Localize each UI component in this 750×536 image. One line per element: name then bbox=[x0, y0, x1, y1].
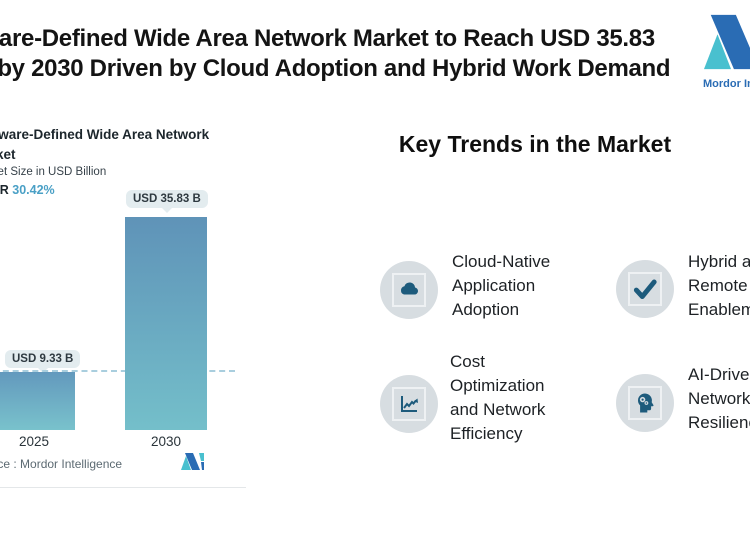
chart-source: Source : Mordor Intelligence bbox=[0, 457, 123, 471]
ai-head-icon bbox=[616, 374, 674, 432]
cagr-label: CAGR bbox=[0, 183, 9, 197]
chart-title: Software-Defined Wide Area Network Marke… bbox=[0, 127, 210, 162]
axis-label-2025: 2025 bbox=[18, 434, 50, 449]
cagr-value: 30.42% bbox=[12, 183, 55, 197]
brand-logo-caption: Mordor Intelligence bbox=[703, 78, 750, 90]
main-headline-line1: Software-Defined Wide Area Network Marke… bbox=[0, 25, 655, 52]
main-headline-line2: Billion by 2030 Driven by Cloud Adoption… bbox=[0, 55, 671, 82]
chart-subtitle: Market Size in USD Billion bbox=[0, 166, 107, 178]
mordor-logo-icon bbox=[703, 14, 750, 70]
trend-label-hybrid-remote: Hybrid and Remote Work Enablement bbox=[688, 252, 750, 319]
ai-head-glyph bbox=[638, 393, 654, 413]
key-trends-heading: Key Trends in the Market bbox=[398, 131, 672, 157]
trend-label-cost-optimization: Cost Optimization and Network Efficiency bbox=[450, 352, 546, 443]
trend-label-cloud-native: Cloud-Native Application Adoption bbox=[452, 252, 551, 319]
market-size-chart: Software-Defined Wide Area Network Marke… bbox=[0, 120, 277, 495]
line-chart-icon bbox=[380, 375, 438, 433]
cloud-glyph bbox=[401, 282, 419, 295]
chart-bottom-divider bbox=[0, 487, 246, 488]
line-chart-icon-frame bbox=[392, 387, 426, 421]
main-headline: Software-Defined Wide Area Network Marke… bbox=[0, 24, 750, 84]
value-label-2030: USD 35.83 B bbox=[126, 190, 208, 213]
trend-label-ai-driven: AI-Driven Network Resilience bbox=[688, 365, 750, 432]
ai-head-icon-frame bbox=[628, 386, 662, 420]
checkmark-icon bbox=[616, 260, 674, 318]
checkmark-glyph bbox=[633, 279, 657, 300]
cloud-icon bbox=[380, 261, 438, 319]
axis-label-2030: 2030 bbox=[150, 434, 182, 449]
chart-cagr: CAGR 30.42% bbox=[0, 183, 55, 197]
bar-2025 bbox=[0, 372, 75, 430]
bar-2030 bbox=[125, 217, 207, 430]
brand-logo: Mordor Intelligence bbox=[703, 13, 750, 90]
value-label-2025: USD 9.33 B bbox=[5, 350, 81, 373]
line-chart-glyph bbox=[401, 396, 418, 412]
mordor-logo-small-icon bbox=[181, 453, 204, 470]
cloud-icon-frame bbox=[392, 273, 426, 307]
checkmark-icon-frame bbox=[628, 272, 662, 306]
reference-dashed-line bbox=[0, 370, 235, 372]
